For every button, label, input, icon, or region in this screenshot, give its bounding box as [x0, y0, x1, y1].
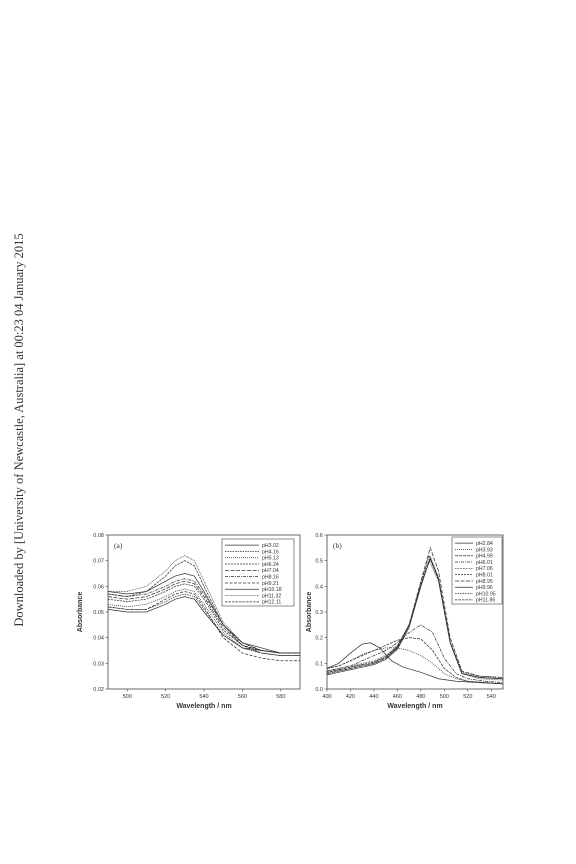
y-tick-label: 0.05	[93, 610, 104, 616]
legend-entry: pH11.86	[476, 598, 495, 604]
x-tick-label: 560	[238, 694, 247, 700]
series-line-ph4-99	[327, 637, 503, 685]
y-tick-label: 0.08	[93, 533, 104, 539]
y-axis-label: Absorbance	[306, 592, 313, 633]
x-tick-label: 500	[440, 694, 449, 700]
legend-entry: pH10.95	[476, 591, 496, 597]
y-tick-label: 0.3	[315, 610, 323, 616]
y-tick-label: 0.5	[315, 559, 323, 565]
legend-entry: pH11.32	[262, 593, 281, 599]
absorbance-chart-a: 500 520 540 560 580 0.02 0.03 0.04 0.05 0.06 0.07 0…	[77, 533, 301, 710]
x-tick-label: 520	[161, 694, 170, 700]
series-line-ph6-01	[327, 624, 503, 683]
legend-entry: pH3.02	[262, 543, 279, 549]
x-tick-label: 460	[393, 694, 402, 700]
absorbance-chart-b: 400 420 440 460 480 500 520 540 0.0 0.1 0.2 0.3 0.4 0…	[306, 533, 504, 710]
y-tick-label: 0.4	[315, 584, 323, 590]
legend-entry: pH4.16	[262, 549, 279, 555]
y-tick-label: 0.07	[93, 559, 104, 565]
y-tick-label: 0.0	[315, 687, 323, 693]
legend-entry: pH3.93	[476, 547, 493, 553]
x-axis-label: Wavelength / nm	[387, 703, 442, 710]
x-tick-label: 540	[199, 694, 208, 700]
legend-entry: pH10.18	[262, 587, 282, 593]
y-tick-label: 0.1	[315, 661, 323, 667]
y-tick-label: 0.2	[315, 636, 323, 642]
legend-entry: pH7.06	[476, 566, 493, 572]
series-line-ph11-86	[327, 558, 503, 680]
x-tick-label: 440	[369, 694, 378, 700]
x-axis-label: Wavelength / nm	[176, 703, 231, 710]
y-tick-label: 0.03	[93, 661, 104, 667]
panel-label: (b)	[333, 541, 342, 550]
legend-box	[451, 536, 503, 605]
legend-entry: pH2.84	[476, 541, 493, 547]
legend-box	[221, 538, 295, 607]
legend-entry: pH6.24	[262, 562, 279, 568]
y-axis-label: Absorbance	[77, 592, 84, 633]
legend-entry: pH9.21	[262, 581, 279, 587]
x-tick-label: 400	[322, 694, 331, 700]
y-tick-label: 0.02	[93, 687, 104, 693]
legend-entry: pH9.96	[476, 585, 493, 591]
series-line-ph11-32	[108, 555, 300, 654]
panel-label: (a)	[114, 541, 123, 550]
x-tick-label: 540	[487, 694, 496, 700]
series-line-ph8-16	[108, 578, 300, 654]
legend-entry: pH6.01	[476, 560, 493, 566]
legend-entry: pH12.11	[262, 600, 281, 606]
series-line-ph12-11	[108, 560, 300, 657]
legend-entry: pH8.95	[476, 579, 493, 585]
x-tick-label: 420	[346, 694, 355, 700]
y-tick-label: 0.6	[315, 533, 323, 539]
legend-entry: pH5.13	[262, 556, 279, 562]
x-tick-label: 480	[416, 694, 425, 700]
series-line-ph10-95	[327, 555, 503, 678]
legend-entry: pH4.99	[476, 554, 493, 560]
series-line-ph2-84	[327, 642, 503, 685]
y-tick-label: 0.06	[93, 584, 104, 590]
legend-entry: pH7.04	[262, 568, 279, 574]
series-line-ph3-93	[327, 647, 503, 685]
legend-entry: pH8.01	[476, 572, 493, 578]
y-tick-label: 0.04	[93, 636, 104, 642]
x-tick-label: 580	[276, 694, 285, 700]
x-tick-label: 500	[123, 694, 132, 700]
legend-entry: pH8.16	[262, 574, 279, 580]
download-watermark: Downloaded by [University of Newcastle, …	[12, 233, 26, 627]
x-tick-label: 520	[463, 694, 472, 700]
series-line-ph9-21	[108, 591, 300, 662]
